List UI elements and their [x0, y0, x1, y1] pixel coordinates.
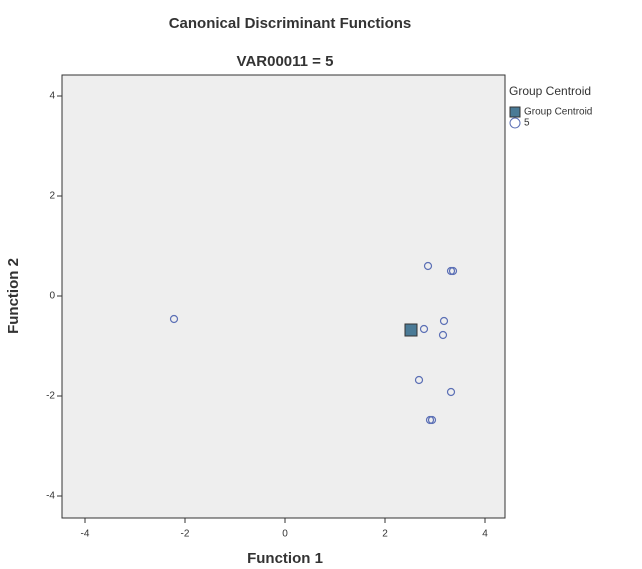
point	[419, 324, 429, 334]
point	[427, 415, 437, 425]
point	[439, 316, 449, 326]
x-tick-label: 0	[282, 529, 288, 540]
legend-label: 5	[524, 118, 530, 129]
x-axis-label: Function 1	[247, 550, 323, 567]
point	[438, 330, 448, 340]
y-tick-label: 2	[49, 191, 55, 202]
legend-title: Group Centroid	[509, 84, 591, 98]
point	[446, 387, 456, 397]
x-tick-label: -2	[181, 529, 190, 540]
x-tick-label: -4	[81, 529, 90, 540]
plot-area	[61, 74, 506, 519]
legend-swatch	[509, 117, 521, 129]
legend-swatch	[509, 106, 521, 118]
point	[423, 261, 433, 271]
chart-subtitle: VAR00011 = 5	[237, 53, 334, 70]
y-tick-label: -4	[46, 491, 55, 502]
point	[169, 314, 179, 324]
y-tick-label: -2	[46, 391, 55, 402]
chart-title: Canonical Discriminant Functions	[169, 15, 412, 32]
x-tick-label: 2	[382, 529, 388, 540]
y-tick-label: 0	[49, 291, 55, 302]
centroid-marker	[404, 323, 418, 337]
y-axis-label: Function 2	[5, 258, 22, 334]
point	[448, 266, 458, 276]
point	[414, 375, 424, 385]
legend-label: Group Centroid	[524, 107, 592, 118]
y-tick-label: 4	[49, 91, 55, 102]
x-tick-label: 4	[482, 529, 488, 540]
